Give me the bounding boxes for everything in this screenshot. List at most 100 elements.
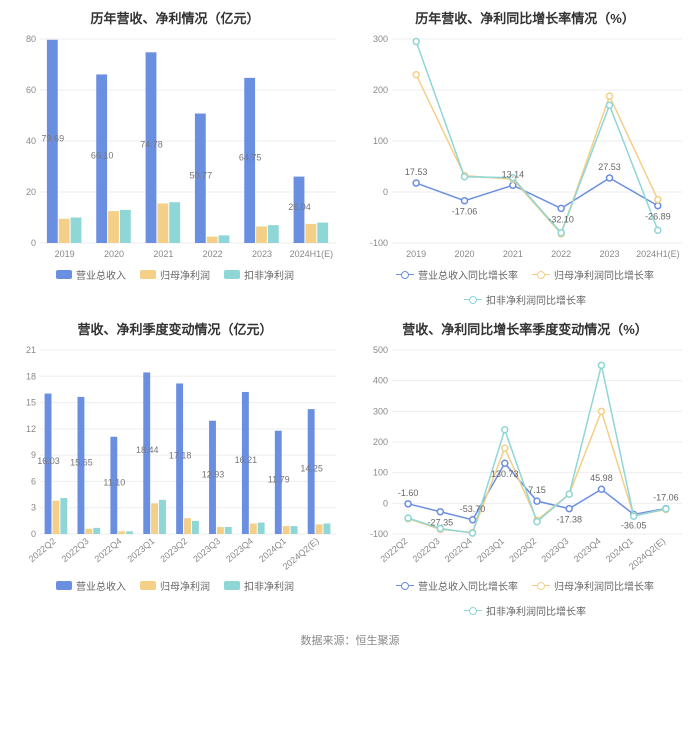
svg-text:2020: 2020: [104, 249, 124, 259]
chart-quarter-line: -1000100200300400500-1.60-27.35-53.70130…: [358, 344, 692, 574]
legend-swatch: [56, 270, 72, 279]
svg-text:0: 0: [31, 238, 36, 248]
svg-text:74.78: 74.78: [140, 140, 163, 150]
panel-quarter-line: 营收、净利同比增长率季度变动情况（%） -1000100200300400500…: [350, 311, 700, 622]
svg-text:60: 60: [26, 85, 36, 95]
svg-text:7.15: 7.15: [528, 485, 546, 495]
svg-text:17.53: 17.53: [405, 167, 428, 177]
svg-text:0: 0: [31, 529, 36, 539]
svg-text:79.69: 79.69: [42, 133, 65, 143]
svg-text:9: 9: [31, 450, 36, 460]
svg-text:0: 0: [383, 498, 388, 508]
legend-label: 扣非净利润: [244, 578, 294, 593]
panel-annual-line: 历年营收、净利同比增长率情况（%） -100010020030017.53-17…: [350, 0, 700, 311]
svg-text:2019: 2019: [406, 249, 426, 259]
svg-text:11.79: 11.79: [268, 474, 290, 484]
legend-swatch: [140, 581, 156, 590]
svg-text:45.98: 45.98: [590, 473, 613, 483]
legend-label: 营业总收入: [76, 267, 126, 282]
panel-annual-bar: 历年营收、净利情况（亿元） 02040608079.69201966.10202…: [0, 0, 350, 311]
svg-text:2023Q3: 2023Q3: [191, 536, 222, 564]
svg-text:100: 100: [373, 468, 388, 478]
svg-text:500: 500: [373, 345, 388, 355]
svg-text:13.14: 13.14: [502, 169, 525, 179]
legend-swatch: [532, 274, 550, 275]
legend-label: 归母净利润同比增长率: [554, 267, 654, 282]
svg-text:200: 200: [373, 85, 388, 95]
svg-text:17.18: 17.18: [169, 451, 192, 461]
svg-text:2022Q3: 2022Q3: [411, 536, 442, 564]
legend-swatch: [396, 585, 414, 586]
svg-text:27.53: 27.53: [598, 162, 621, 172]
legend-item: 扣非净利润: [224, 267, 294, 282]
svg-text:16.21: 16.21: [235, 455, 258, 465]
svg-text:300: 300: [373, 406, 388, 416]
legend-annual-line: 营业总收入同比增长率 归母净利润同比增长率扣非净利润同比增长率: [358, 267, 692, 307]
legend-item: 扣非净利润同比增长率: [464, 292, 586, 307]
svg-text:-27.35: -27.35: [428, 518, 454, 528]
legend-label: 扣非净利润: [244, 267, 294, 282]
legend-item: 扣非净利润同比增长率: [464, 603, 586, 618]
svg-text:2022Q3: 2022Q3: [60, 536, 91, 564]
svg-text:2024Q1: 2024Q1: [604, 536, 635, 564]
title-annual-bar: 历年营收、净利情况（亿元）: [8, 8, 342, 27]
svg-text:2024H1(E): 2024H1(E): [290, 249, 334, 259]
legend-swatch: [56, 581, 72, 590]
legend-label: 归母净利润: [160, 578, 210, 593]
svg-text:-17.38: -17.38: [556, 515, 582, 525]
svg-text:2021: 2021: [153, 249, 173, 259]
legend-label: 营业总收入: [76, 578, 126, 593]
svg-text:64.75: 64.75: [239, 152, 262, 162]
svg-text:2024Q2(E): 2024Q2(E): [281, 536, 321, 572]
chart-annual-bar: 02040608079.69201966.10202074.78202150.7…: [8, 33, 342, 263]
svg-text:6: 6: [31, 476, 36, 486]
legend-label: 扣非净利润同比增长率: [486, 292, 586, 307]
chart-grid: 历年营收、净利情况（亿元） 02040608079.69201966.10202…: [0, 0, 700, 622]
svg-text:2023Q1: 2023Q1: [125, 536, 156, 564]
svg-text:-17.06: -17.06: [653, 493, 679, 503]
panel-quarter-bar: 营收、净利季度变动情况（亿元） 03691215182116.032022Q21…: [0, 311, 350, 622]
svg-text:15: 15: [26, 398, 36, 408]
svg-text:-100: -100: [370, 529, 388, 539]
svg-text:-17.06: -17.06: [452, 207, 478, 217]
legend-swatch: [532, 585, 550, 586]
svg-text:12: 12: [26, 424, 36, 434]
legend-item: 扣非净利润: [224, 578, 294, 593]
legend-swatch: [464, 610, 482, 611]
svg-text:2024H1(E): 2024H1(E): [636, 249, 680, 259]
legend-label: 营业总收入同比增长率: [418, 267, 518, 282]
svg-text:-32.10: -32.10: [548, 214, 574, 224]
svg-text:40: 40: [26, 136, 36, 146]
svg-text:21: 21: [26, 345, 36, 355]
legend-item: 营业总收入同比增长率: [396, 578, 518, 593]
legend-item: 营业总收入: [56, 267, 126, 282]
svg-text:2022Q2: 2022Q2: [378, 536, 409, 564]
legend-label: 营业总收入同比增长率: [418, 578, 518, 593]
svg-text:2022: 2022: [551, 249, 571, 259]
legend-item: 归母净利润: [140, 267, 210, 282]
svg-text:66.10: 66.10: [91, 151, 114, 161]
svg-text:200: 200: [373, 437, 388, 447]
svg-text:18: 18: [26, 371, 36, 381]
legend-quarter-line: 营业总收入同比增长率归母净利润同比增长率扣非净利润同比增长率: [358, 578, 692, 618]
svg-text:15.65: 15.65: [70, 457, 93, 467]
legend-swatch: [464, 299, 482, 300]
svg-text:2023Q2: 2023Q2: [507, 536, 538, 564]
legend-item: 归母净利润同比增长率: [532, 578, 654, 593]
legend-swatch: [224, 270, 240, 279]
svg-text:0: 0: [383, 187, 388, 197]
svg-text:12.93: 12.93: [202, 469, 225, 479]
svg-text:300: 300: [373, 34, 388, 44]
svg-text:2022Q4: 2022Q4: [93, 536, 124, 564]
legend-item: 归母净利润: [140, 578, 210, 593]
svg-text:50.77: 50.77: [190, 170, 213, 180]
svg-text:2023: 2023: [599, 249, 619, 259]
svg-text:2022: 2022: [203, 249, 223, 259]
svg-text:-1.60: -1.60: [398, 488, 419, 498]
chart-annual-line: -100010020030017.53-17.0613.14-32.1027.5…: [358, 33, 692, 263]
legend-swatch: [396, 274, 414, 275]
svg-text:14.25: 14.25: [300, 464, 323, 474]
svg-text:2021: 2021: [503, 249, 523, 259]
svg-text:-26.89: -26.89: [645, 212, 671, 222]
svg-text:130.73: 130.73: [491, 469, 519, 479]
